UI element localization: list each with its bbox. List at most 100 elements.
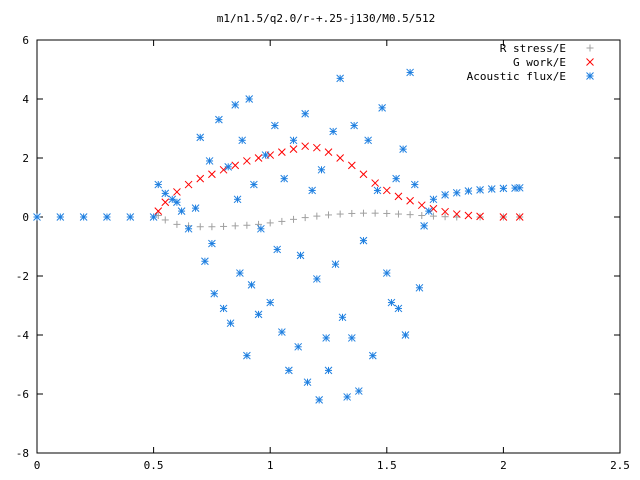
- legend-marker: [586, 72, 594, 80]
- data-point: [173, 220, 181, 228]
- y-tick-label: 6: [22, 34, 29, 47]
- data-point: [464, 187, 473, 195]
- data-point: [312, 143, 321, 152]
- series-acoustic-flux-e: [33, 68, 524, 404]
- data-point: [354, 387, 363, 395]
- data-point: [294, 342, 303, 351]
- data-point: [205, 157, 214, 165]
- data-point: [285, 366, 293, 375]
- data-point: [79, 213, 88, 221]
- legend-marker: [586, 44, 594, 52]
- data-point: [301, 109, 310, 118]
- data-point: [154, 207, 163, 215]
- data-point: [394, 192, 403, 201]
- data-point: [219, 304, 228, 313]
- data-point: [196, 133, 205, 142]
- data-point: [303, 378, 312, 387]
- data-point: [215, 115, 223, 124]
- y-tick-label: 0: [22, 211, 29, 224]
- data-point: [452, 210, 461, 218]
- data-point: [392, 174, 400, 183]
- data-point: [173, 188, 181, 196]
- data-point: [383, 209, 391, 217]
- data-point: [245, 95, 254, 103]
- plot-frame: [36, 39, 621, 454]
- data-point: [415, 283, 424, 292]
- legend-label: Acoustic flux/E: [467, 70, 566, 83]
- data-point: [238, 136, 247, 145]
- data-point: [231, 101, 240, 109]
- data-point: [382, 186, 391, 195]
- x-tick-label: 1.5: [377, 459, 397, 472]
- data-point: [373, 186, 382, 195]
- data-point: [441, 213, 449, 221]
- data-point: [236, 269, 244, 277]
- data-point: [350, 121, 359, 130]
- data-point: [338, 313, 347, 322]
- data-point: [308, 186, 317, 195]
- data-point: [224, 162, 233, 171]
- data-point: [257, 224, 265, 233]
- data-point: [420, 221, 428, 230]
- data-point: [499, 213, 508, 221]
- data-point: [359, 170, 368, 179]
- data-point: [201, 257, 209, 266]
- data-point: [343, 393, 352, 401]
- data-point: [364, 136, 372, 145]
- data-point: [126, 213, 135, 221]
- data-point: [290, 215, 298, 223]
- data-point: [371, 179, 379, 187]
- data-point: [273, 245, 282, 254]
- data-point: [196, 223, 204, 231]
- data-point: [476, 212, 484, 221]
- data-point: [424, 207, 433, 215]
- x-tick-label: 0: [34, 459, 41, 472]
- data-point: [394, 210, 402, 218]
- data-point: [220, 222, 228, 230]
- data-point: [231, 161, 240, 170]
- data-point: [33, 213, 41, 221]
- data-point: [301, 214, 309, 222]
- data-point: [441, 207, 449, 216]
- data-point: [208, 239, 216, 248]
- data-point: [278, 148, 286, 156]
- data-point: [441, 191, 449, 199]
- y-axis: -8 -6 -4 -2 0 2 4 6: [16, 34, 620, 460]
- data-point: [347, 161, 356, 170]
- data-point: [359, 209, 367, 217]
- data-point: [324, 366, 333, 375]
- series-r-stress-e: [154, 209, 524, 231]
- legend-label: G work/E: [513, 56, 566, 69]
- data-point: [429, 195, 438, 204]
- data-point: [154, 180, 163, 189]
- data-point: [317, 165, 326, 174]
- data-point: [336, 74, 345, 83]
- data-point: [382, 269, 391, 277]
- data-point: [219, 165, 228, 174]
- y-tick-label: -2: [16, 270, 29, 283]
- legend-label: R stress/E: [500, 42, 566, 55]
- data-point: [387, 298, 396, 307]
- data-point: [499, 184, 508, 193]
- data-point: [347, 334, 356, 342]
- data-point: [149, 213, 158, 221]
- data-point: [154, 212, 162, 220]
- data-point: [278, 217, 286, 225]
- data-point: [184, 224, 193, 233]
- data-point: [313, 212, 321, 220]
- data-point: [233, 195, 242, 204]
- data-point: [322, 334, 331, 342]
- data-point: [371, 209, 379, 217]
- data-point: [161, 198, 170, 207]
- y-tick-label: -6: [16, 388, 29, 401]
- data-point: [406, 196, 414, 205]
- y-tick-label: -4: [16, 329, 30, 342]
- series-g-work-e: [154, 142, 524, 221]
- data-point: [315, 396, 324, 404]
- data-point: [231, 222, 239, 230]
- data-point: [410, 180, 419, 189]
- data-point: [487, 185, 496, 193]
